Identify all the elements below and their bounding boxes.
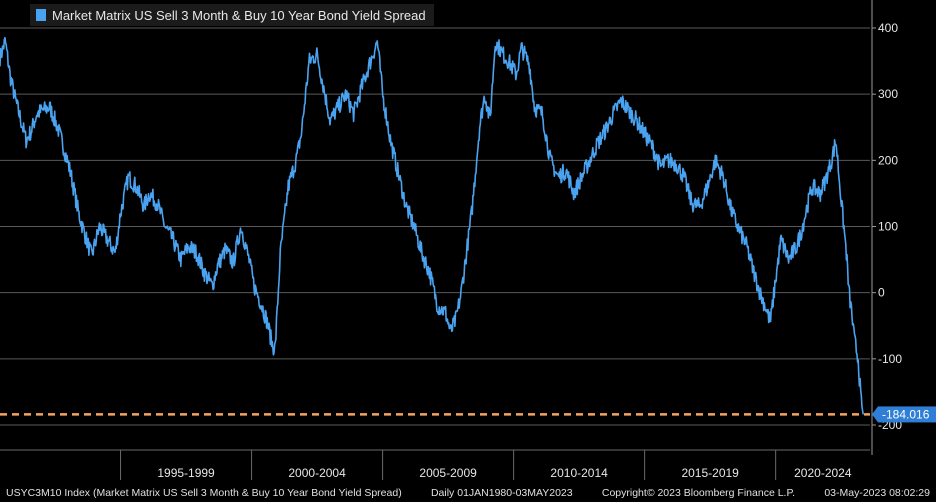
footer-timestamp: 03-May-2023 08:02:29 <box>824 487 930 499</box>
last-value-badge-layer: -184.016 <box>872 406 936 423</box>
x-axis-categories: 1995-1999 2000-2004 2005-2009 2010-2014 2015… <box>0 449 870 480</box>
x-category-label: 2005-2009 <box>419 466 477 480</box>
x-category-label: 1995-1999 <box>157 466 215 480</box>
y-tick-label: 200 <box>878 153 898 167</box>
legend-label: Market Matrix US Sell 3 Month & Buy 10 Y… <box>52 7 426 23</box>
x-category-label: 2020-2024 <box>794 466 852 480</box>
x-category-label: 2015-2019 <box>681 466 739 480</box>
series-layer <box>0 36 864 416</box>
legend-swatch <box>36 9 46 21</box>
y-tick-label: 400 <box>878 21 898 35</box>
last-value-label: -184.016 <box>882 407 930 421</box>
x-category-label: 2010-2014 <box>550 466 608 480</box>
y-tick-label: 300 <box>878 87 898 101</box>
footer-range: Daily 01JAN1980-03MAY2023 <box>430 487 573 499</box>
x-category-label: 2000-2004 <box>288 466 346 480</box>
legend: Market Matrix US Sell 3 Month & Buy 10 Y… <box>30 4 434 26</box>
footer-copyright: Copyright© 2023 Bloomberg Finance L.P. <box>601 487 796 499</box>
y-tick-label: 100 <box>878 220 898 234</box>
last-value-badge <box>878 406 936 423</box>
footer: USYC3M10 Index (Market Matrix US Sell 3 … <box>6 487 930 499</box>
last-value-pointer <box>872 406 878 423</box>
footer-ticker: USYC3M10 Index (Market Matrix US Sell 3 … <box>6 487 402 499</box>
series-line <box>0 36 864 416</box>
y-tick-label: -100 <box>878 352 902 366</box>
y-tick-label: 0 <box>878 286 885 300</box>
